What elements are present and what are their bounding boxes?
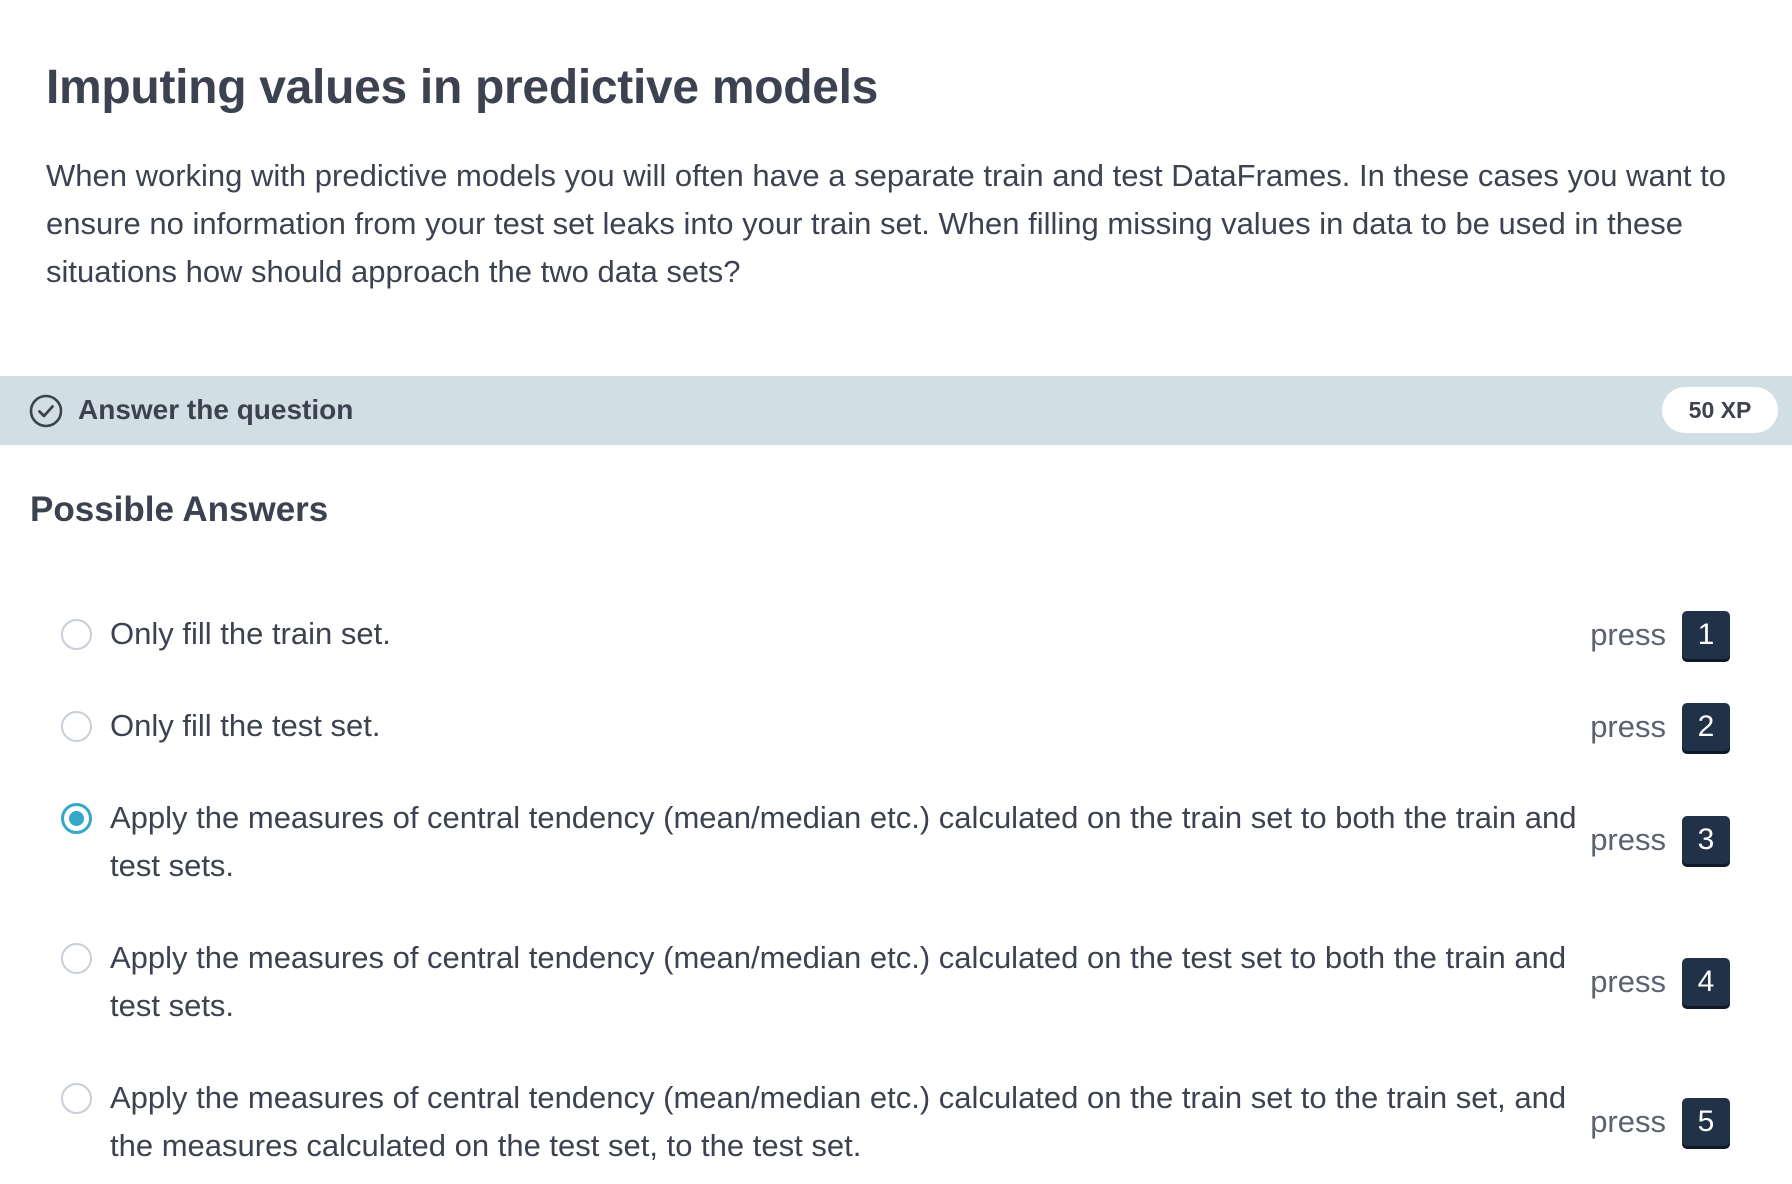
exercise-description: When working with predictive models you … — [46, 158, 1727, 289]
keyboard-shortcut: press 5 — [1590, 1098, 1730, 1146]
keyboard-shortcut: press 2 — [1590, 703, 1730, 751]
shortcut-key: 4 — [1682, 958, 1730, 1006]
radio-button[interactable] — [61, 1083, 92, 1114]
xp-badge: 50 XP — [1662, 387, 1778, 433]
keyboard-shortcut: press 3 — [1590, 816, 1730, 864]
shortcut-key: 3 — [1682, 816, 1730, 864]
keyboard-shortcut: press 4 — [1590, 958, 1730, 1006]
radio-button[interactable] — [61, 943, 92, 974]
answer-option-text: Only fill the train set. — [110, 616, 391, 651]
shortcut-key: 2 — [1682, 703, 1730, 751]
press-label: press — [1590, 709, 1666, 744]
possible-answers-title: Possible Answers — [30, 490, 329, 529]
exercise-title: Imputing values in predictive models — [46, 61, 879, 114]
press-label: press — [1590, 1104, 1666, 1139]
answer-option-text: Apply the measures of central tendency (… — [110, 800, 1577, 883]
keyboard-shortcut: press 1 — [1590, 611, 1730, 659]
radio-button[interactable] — [61, 711, 92, 742]
shortcut-key: 5 — [1682, 1098, 1730, 1146]
shortcut-key: 1 — [1682, 611, 1730, 659]
press-label: press — [1590, 617, 1666, 652]
answer-question-bar: Answer the question 50 XP — [0, 376, 1792, 445]
press-label: press — [1590, 822, 1666, 857]
answer-option-text: Apply the measures of central tendency (… — [110, 940, 1567, 1023]
answer-question-label: Answer the question — [78, 394, 354, 425]
check-circle-icon — [29, 394, 63, 428]
answer-option-text: Only fill the test set. — [110, 708, 381, 743]
answer-option-text: Apply the measures of central tendency (… — [110, 1080, 1567, 1163]
radio-button-selected[interactable] — [61, 803, 92, 834]
radio-button[interactable] — [61, 619, 92, 650]
press-label: press — [1590, 964, 1666, 999]
